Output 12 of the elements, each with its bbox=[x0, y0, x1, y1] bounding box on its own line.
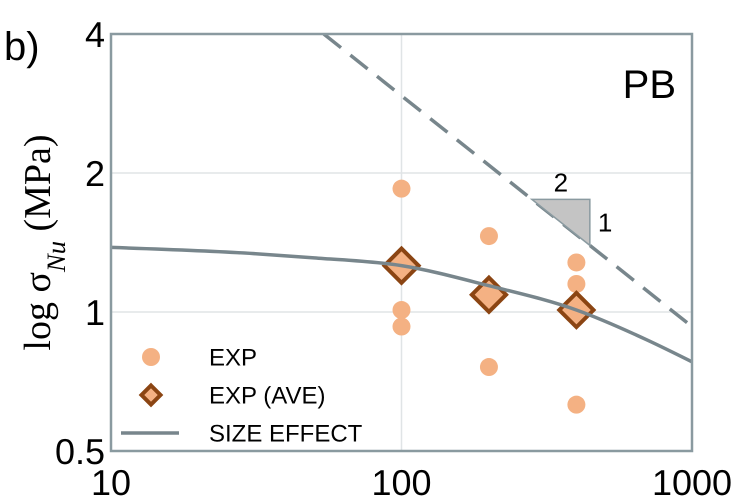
legend-label: SIZE EFFECT bbox=[209, 420, 363, 448]
y-tick-label: 2 bbox=[84, 152, 105, 194]
x-tick-label: 1000 bbox=[652, 462, 732, 498]
legend-label: EXP (AVE) bbox=[209, 382, 326, 410]
annotation: 1 bbox=[598, 208, 612, 238]
legend-label: EXP bbox=[209, 344, 258, 372]
annotation: PB bbox=[622, 63, 676, 107]
annotation: 2 bbox=[554, 167, 568, 198]
y-tick-label: 1 bbox=[84, 292, 105, 333]
y-tick-label: 4 bbox=[84, 14, 105, 55]
x-tick-label: 100 bbox=[371, 462, 432, 498]
text: b) bbox=[4, 25, 40, 69]
